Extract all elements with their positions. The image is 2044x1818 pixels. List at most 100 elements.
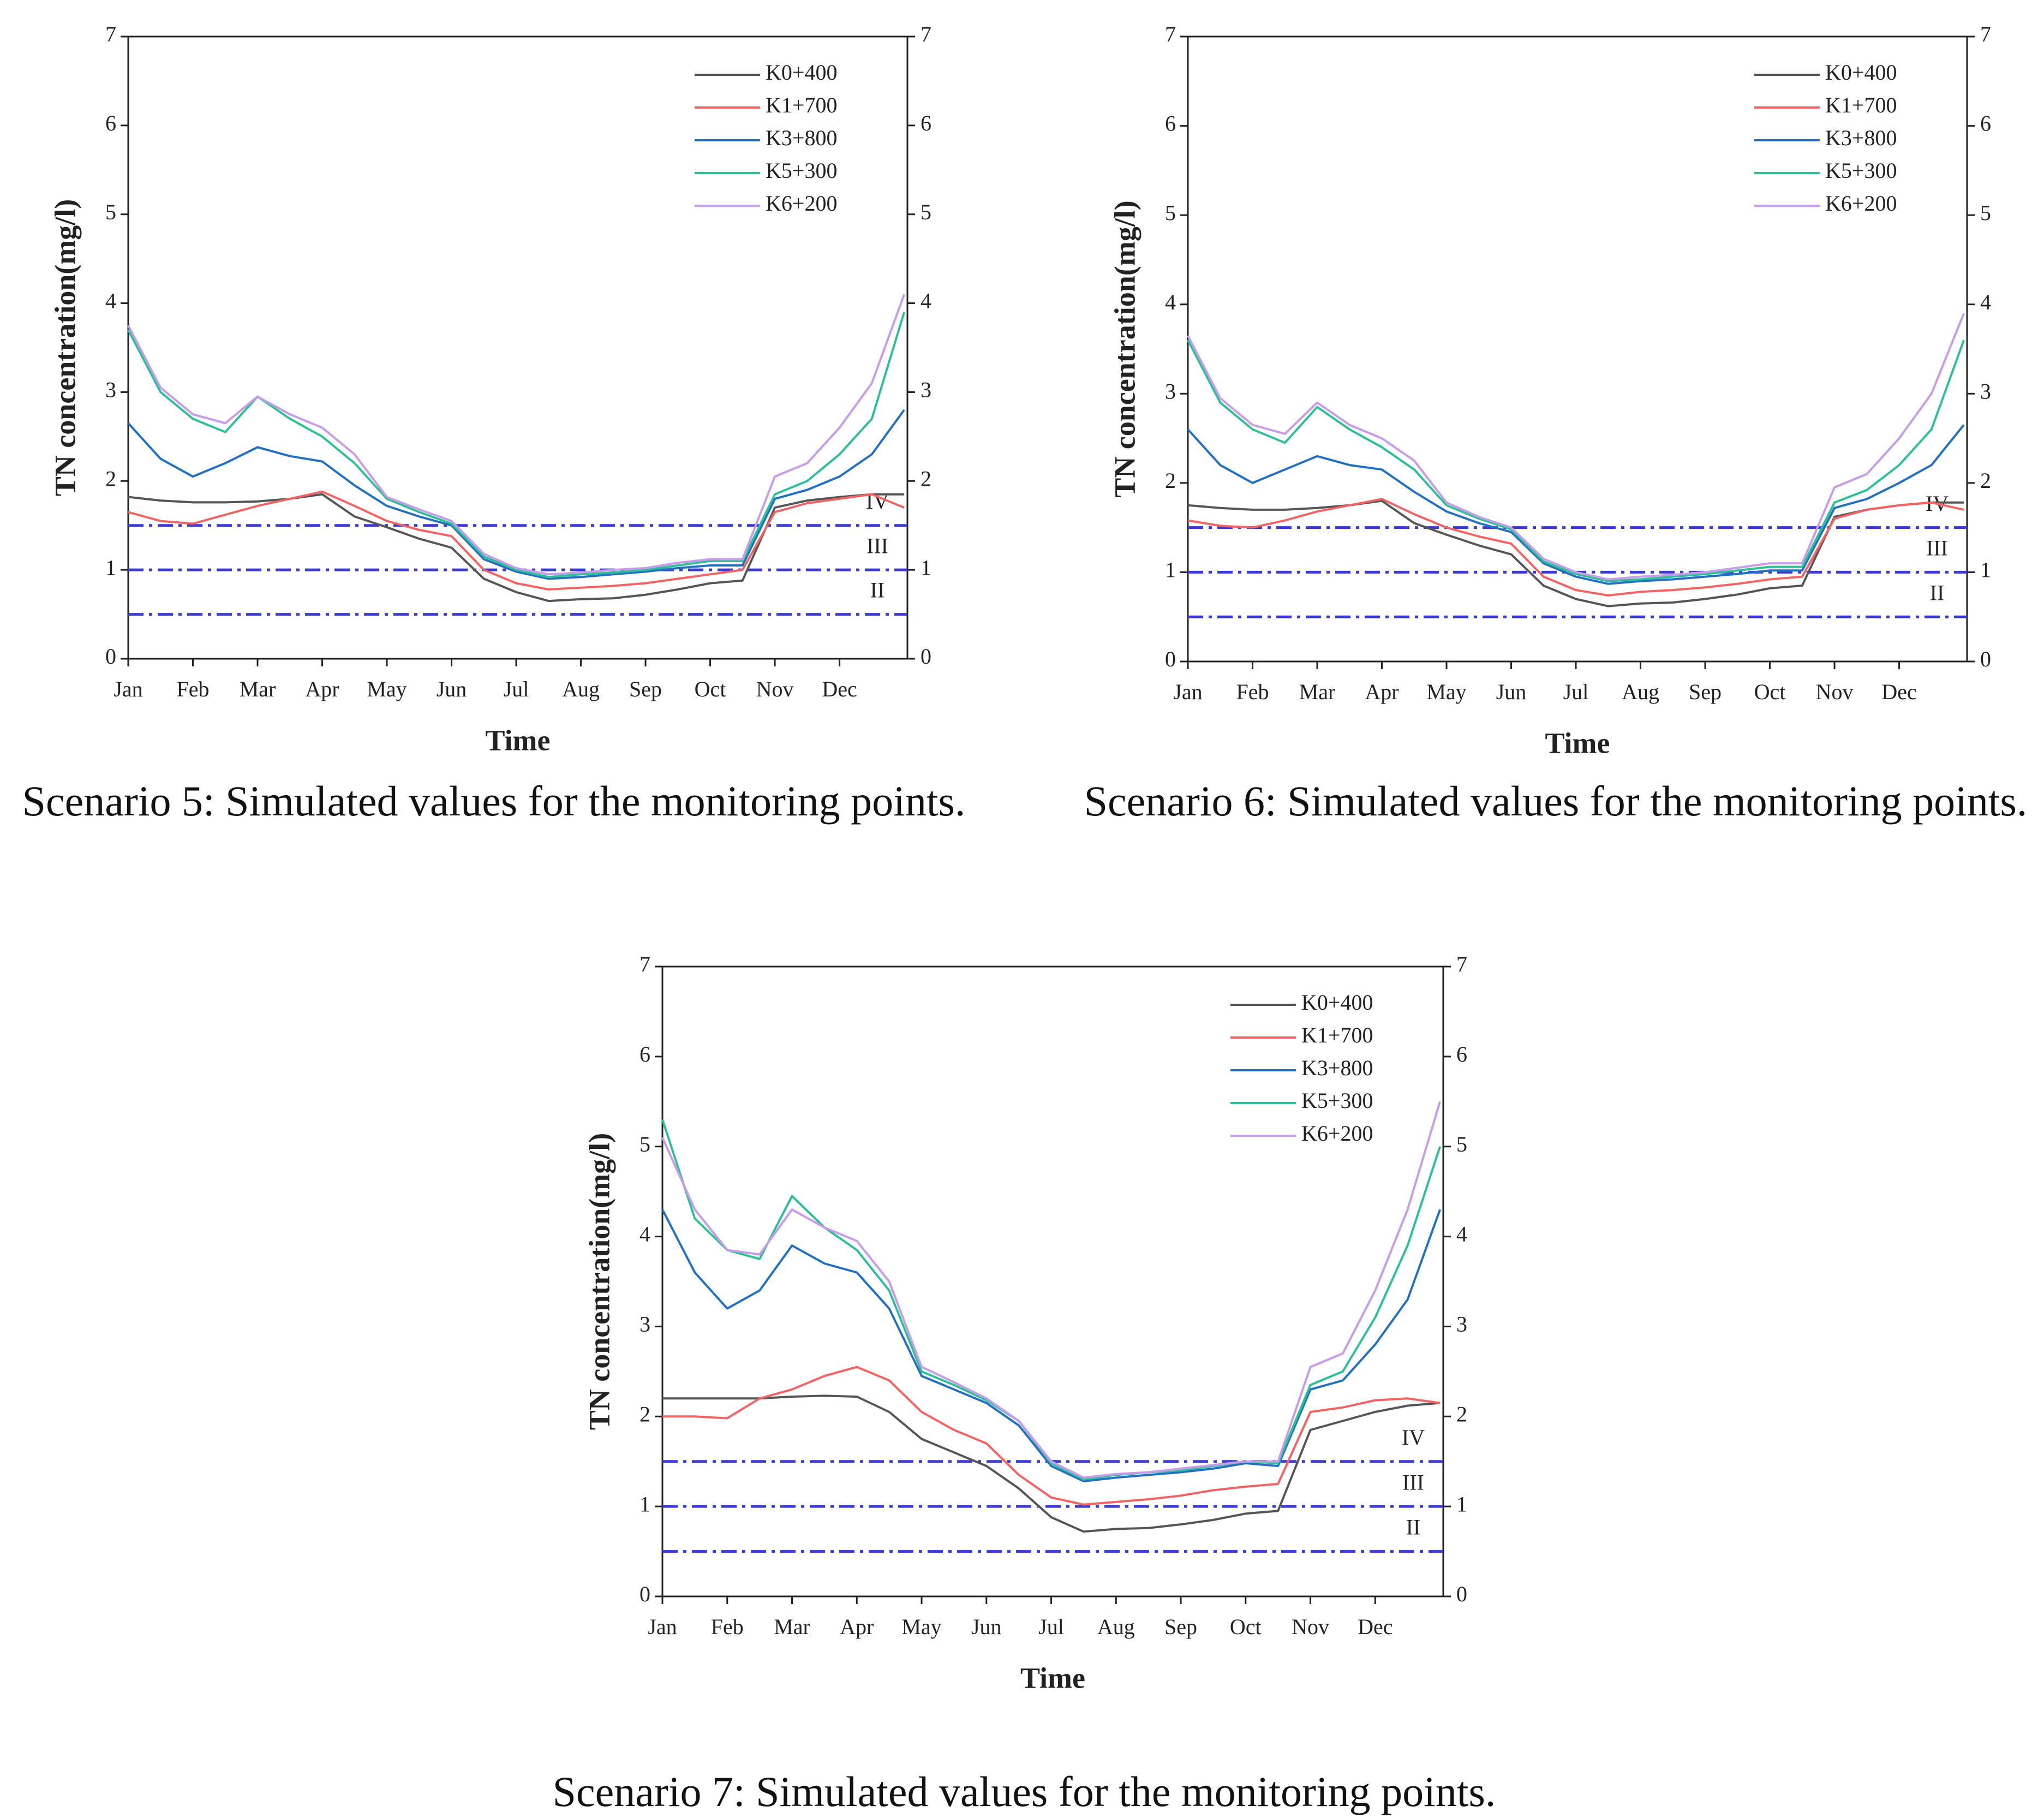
y-axis-title: TN concentration(mg/l) xyxy=(583,1133,615,1430)
series-line xyxy=(128,493,905,603)
x-tick-label: Aug xyxy=(1622,679,1659,704)
y-tick-label: 6 xyxy=(640,1042,650,1066)
y-tick-label: 5 xyxy=(640,1132,650,1157)
x-tick-label: Aug xyxy=(562,677,600,701)
y-tick-label: 2 xyxy=(105,466,116,491)
y-tick-label: 1 xyxy=(1165,558,1176,582)
x-tick-label: Nov xyxy=(1292,1614,1329,1639)
y2-tick-label: 0 xyxy=(921,644,931,669)
series-line xyxy=(127,409,905,580)
plot-frame xyxy=(1187,35,1968,663)
x-tick-label: Nov xyxy=(756,677,794,701)
x-tick-label: Feb xyxy=(1236,679,1269,704)
x-tick-label: Oct xyxy=(1230,1614,1262,1639)
x-tick-label: Mar xyxy=(1299,679,1336,704)
y-tick-label: 2 xyxy=(1165,468,1176,493)
x-tick-label: Jun xyxy=(1496,679,1527,704)
y2-tick-label: 2 xyxy=(921,466,931,491)
caption: Scenario 5: Simulated values for the mon… xyxy=(22,777,966,825)
reference-label: III xyxy=(1402,1470,1424,1494)
y-tick-label: 5 xyxy=(1165,200,1176,225)
y-tick-label: 0 xyxy=(1165,647,1176,671)
caption: Scenario 6: Simulated values for the mon… xyxy=(1084,777,2028,825)
x-axis-title: Time xyxy=(1545,726,1610,759)
y-tick-label: 4 xyxy=(640,1222,650,1247)
y2-tick-label: 7 xyxy=(1456,952,1467,976)
y2-tick-label: 0 xyxy=(1980,647,1991,671)
x-tick-label: Aug xyxy=(1097,1614,1135,1639)
y-tick-label: 4 xyxy=(1165,290,1176,314)
x-tick-label: Nov xyxy=(1816,679,1854,704)
y2-tick-label: 6 xyxy=(1456,1042,1467,1066)
x-tick-label: Jul xyxy=(1563,679,1589,704)
x-tick-label: Dec xyxy=(1358,1614,1392,1639)
legend-label: K5+300 xyxy=(1301,1088,1373,1113)
y-tick-label: 5 xyxy=(105,200,116,224)
y-tick-label: 6 xyxy=(105,111,116,135)
x-tick-label: Jun xyxy=(437,677,467,701)
series-line xyxy=(1187,499,1964,607)
x-tick-label: Jun xyxy=(971,1614,1002,1639)
x-tick-label: Feb xyxy=(711,1614,744,1639)
legend-label: K1+700 xyxy=(1825,93,1897,117)
plot-frame xyxy=(661,965,1444,1598)
legend-label: K6+200 xyxy=(1825,191,1897,216)
y2-tick-label: 5 xyxy=(1456,1132,1467,1157)
x-tick-label: Sep xyxy=(1164,1614,1197,1639)
reference-label: III xyxy=(1926,536,1948,561)
y2-tick-label: 4 xyxy=(1980,290,1991,314)
x-tick-label: May xyxy=(367,677,407,701)
y-axis-title: TN concentration(mg/l) xyxy=(49,199,81,496)
reference-label: IV xyxy=(866,489,889,514)
series-line xyxy=(1187,498,1964,597)
series-line xyxy=(1187,339,1965,582)
y2-tick-label: 6 xyxy=(921,111,931,135)
reference-label: III xyxy=(866,533,888,558)
x-tick-label: Sep xyxy=(629,677,662,701)
legend-label: K5+300 xyxy=(766,158,837,183)
x-tick-label: Jan xyxy=(648,1614,677,1639)
y2-tick-label: 5 xyxy=(1980,200,1991,225)
y2-tick-label: 3 xyxy=(921,378,931,402)
legend-label: K1+700 xyxy=(766,93,837,117)
y-tick-label: 3 xyxy=(1165,379,1176,403)
legend-label: K3+800 xyxy=(766,126,837,150)
x-tick-label: Oct xyxy=(1754,679,1786,704)
y-tick-label: 4 xyxy=(105,289,116,313)
y-tick-label: 7 xyxy=(640,952,650,976)
x-tick-label: Mar xyxy=(774,1614,810,1639)
series-line xyxy=(661,1101,1442,1479)
y-tick-label: 1 xyxy=(640,1492,650,1516)
legend-label: K3+800 xyxy=(1301,1056,1373,1080)
y2-tick-label: 7 xyxy=(921,22,931,46)
x-tick-label: Dec xyxy=(1881,679,1916,704)
y2-tick-label: 7 xyxy=(1980,22,1991,46)
y2-tick-label: 4 xyxy=(921,289,931,313)
series-line xyxy=(1187,424,1965,585)
x-axis-title: Time xyxy=(1020,1661,1085,1694)
y-tick-label: 6 xyxy=(1165,111,1176,136)
series-line xyxy=(661,1209,1441,1482)
x-tick-label: Apr xyxy=(1365,679,1398,704)
legend-label: K0+400 xyxy=(1301,990,1373,1015)
reference-label: IV xyxy=(1402,1425,1425,1450)
x-tick-label: Jul xyxy=(1038,1614,1064,1639)
legend-label: K6+200 xyxy=(1301,1121,1373,1146)
y-axis-title: TN concentration(mg/l) xyxy=(1108,200,1141,497)
y2-tick-label: 4 xyxy=(1456,1222,1467,1247)
y-tick-label: 7 xyxy=(105,22,116,46)
x-tick-label: Apr xyxy=(840,1614,874,1639)
legend-label: K0+400 xyxy=(766,60,837,85)
x-tick-label: Jan xyxy=(113,677,142,701)
series-line xyxy=(127,294,905,576)
series-line xyxy=(127,312,906,579)
legend-label: K3+800 xyxy=(1825,126,1897,150)
y2-tick-label: 5 xyxy=(921,200,931,224)
x-tick-label: Mar xyxy=(240,677,276,701)
y-tick-label: 0 xyxy=(105,644,116,669)
x-tick-label: Jan xyxy=(1173,679,1202,704)
y-tick-label: 3 xyxy=(105,378,116,402)
series-line xyxy=(661,1119,1442,1481)
x-tick-label: Dec xyxy=(822,677,857,701)
